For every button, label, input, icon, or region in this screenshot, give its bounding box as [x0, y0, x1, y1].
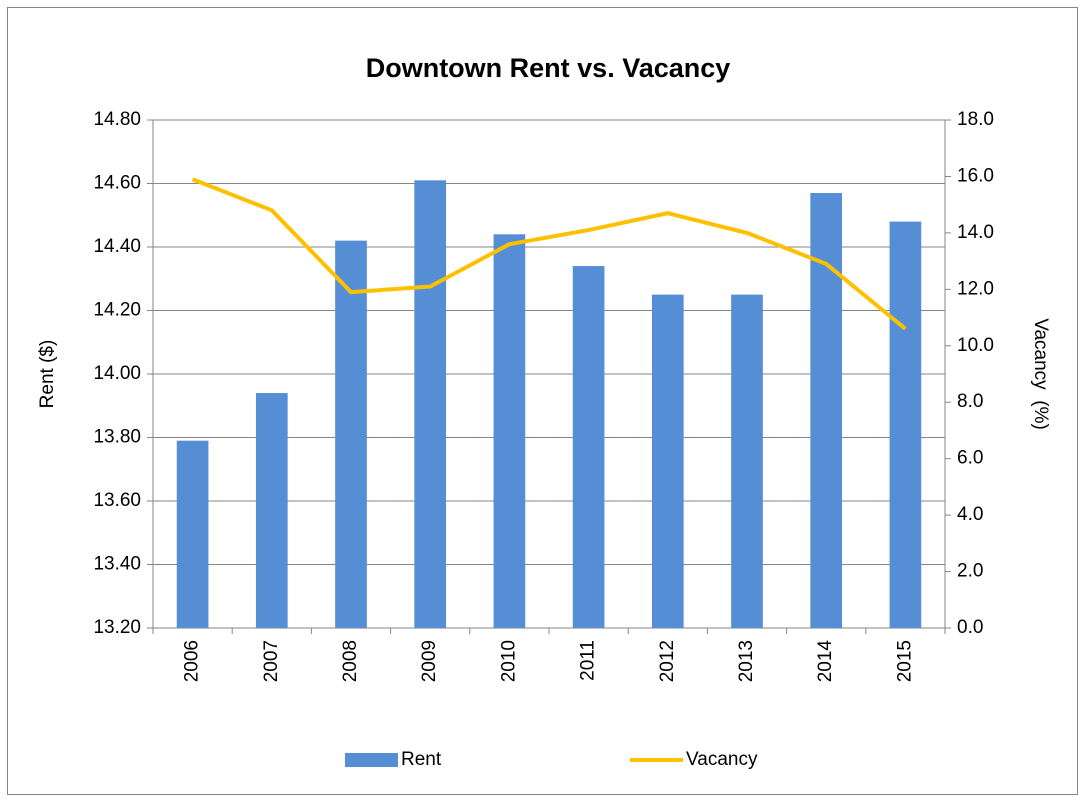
y-tick-label: 14.80 — [93, 109, 141, 130]
bar — [176, 440, 209, 628]
y2-tick-label: 4.0 — [957, 504, 983, 525]
y2-tick-label: 6.0 — [957, 448, 983, 469]
y-tick-label: 14.00 — [93, 363, 141, 384]
bar — [731, 294, 763, 628]
x-tick-label: 2010 — [498, 640, 519, 682]
y-tick-label: 13.60 — [93, 490, 141, 511]
y-tick-label: 14.20 — [93, 300, 141, 321]
x-tick-label: 2008 — [340, 640, 361, 682]
bar — [414, 180, 447, 628]
legend-label: Rent — [401, 749, 442, 770]
x-tick-label: 2012 — [657, 640, 678, 682]
y-tick-label: 14.40 — [93, 236, 141, 257]
y-tick-label: 13.20 — [93, 617, 141, 638]
y2-tick-label: 0.0 — [957, 617, 983, 638]
y-tick-label: 14.60 — [93, 173, 141, 194]
y2-tick-label: 16.0 — [957, 165, 994, 186]
y2-tick-label: 18.0 — [957, 109, 994, 130]
x-tick-label: 2007 — [261, 640, 282, 682]
x-tick-label: 2009 — [419, 640, 440, 682]
y2-tick-label: 14.0 — [957, 222, 994, 243]
bar — [651, 294, 684, 628]
x-tick-label: 2015 — [894, 640, 915, 682]
legend-swatch — [345, 753, 398, 767]
x-tick-label: 2013 — [736, 640, 757, 682]
bar — [335, 240, 367, 628]
bar — [889, 221, 922, 628]
bar — [493, 234, 526, 629]
bar — [572, 266, 605, 628]
legend-label: Vacancy — [686, 749, 758, 770]
y2-tick-label: 12.0 — [957, 278, 994, 299]
y2-axis-title: Vacancy (%) — [1030, 318, 1051, 430]
line — [191, 177, 907, 331]
x-tick-label: 2014 — [815, 640, 836, 683]
y2-tick-label: 8.0 — [957, 391, 983, 412]
bar — [255, 393, 288, 628]
x-tick-label: 2006 — [182, 640, 203, 682]
y-tick-label: 13.40 — [93, 554, 141, 575]
y2-tick-label: 10.0 — [957, 335, 994, 356]
y-axis-title: Rent ($) — [37, 340, 58, 409]
x-tick-label: 2011 — [578, 640, 599, 681]
y-tick-label: 13.80 — [93, 427, 141, 448]
y2-tick-label: 2.0 — [957, 561, 983, 582]
chart-title: Downtown Rent vs. Vacancy — [366, 53, 731, 83]
